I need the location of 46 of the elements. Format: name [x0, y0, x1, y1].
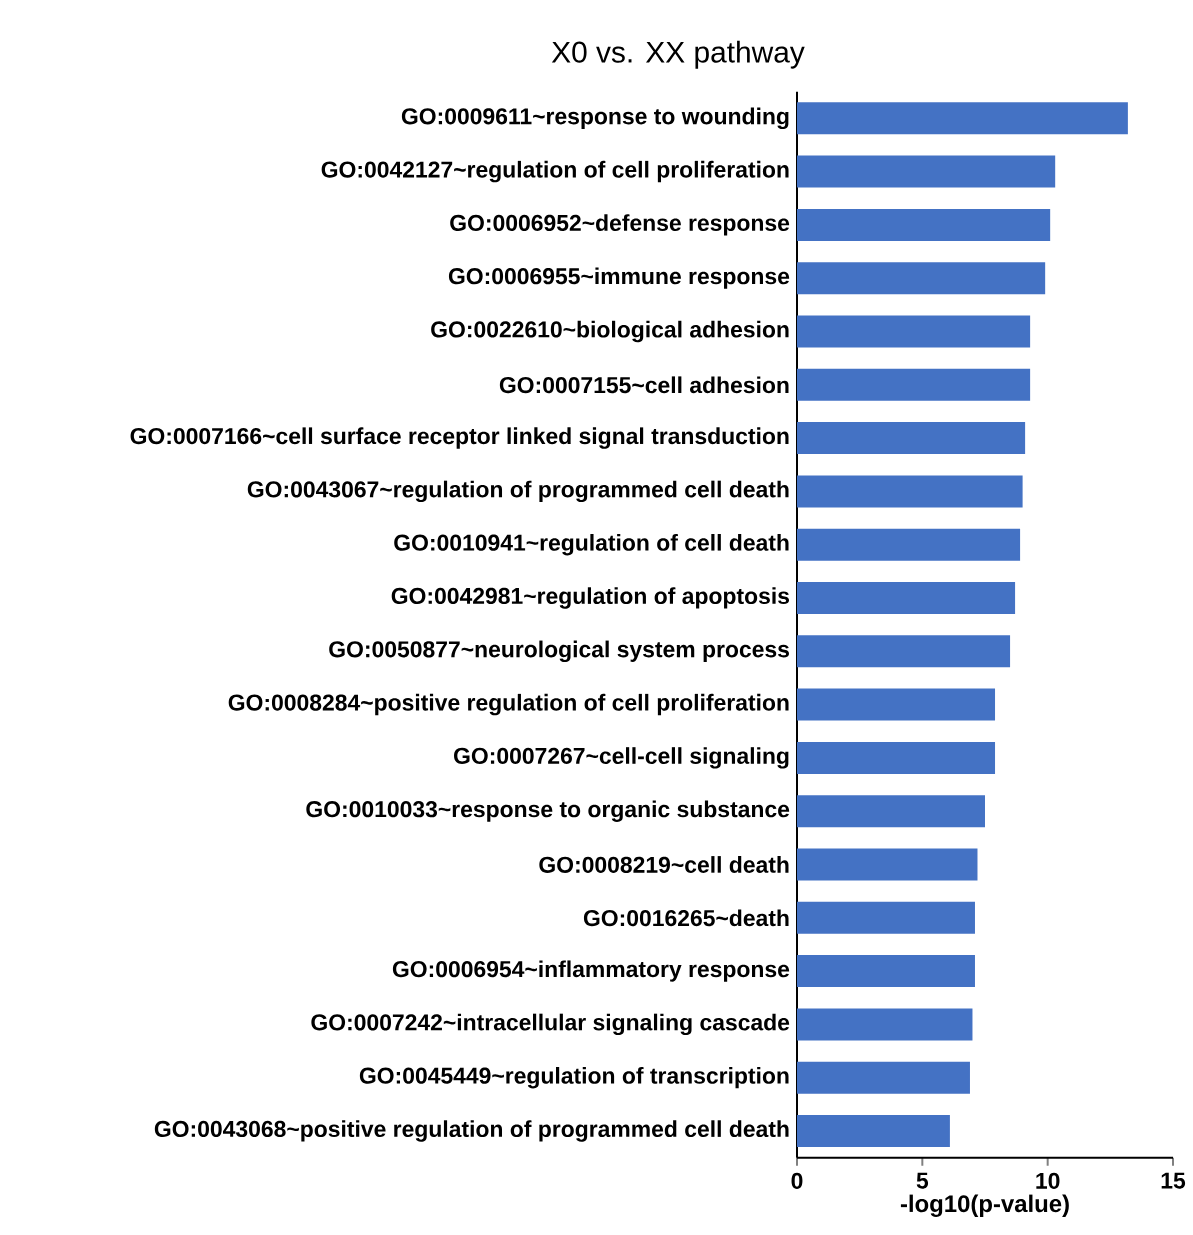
y-tick-label: GO:0007267~cell-cell signaling [454, 747, 789, 769]
y-tick-label: GO:0006954~inflammatory response [392, 960, 790, 982]
y-tick-label: GO:0050877~neurological system process [329, 640, 789, 663]
bar [797, 848, 978, 881]
y-tick-label: GO:0008219~cell death [539, 856, 789, 873]
y-tick-label: GO:0043067~regulation of programmed cell death [247, 480, 789, 503]
bar [797, 795, 985, 828]
bar [797, 262, 1046, 295]
y-tick-label: GO:0022610~biological adhesion [431, 320, 789, 343]
bar [797, 1115, 950, 1147]
bar [797, 422, 1026, 455]
x-tick-label: 10 [1036, 1172, 1060, 1189]
bar [797, 582, 1016, 614]
bar [797, 635, 1011, 668]
y-tick-label: GO:0010033~response to organic substance [306, 800, 790, 822]
y-tick-label: GO:0006955~immune response [448, 267, 790, 289]
bar [797, 1061, 970, 1094]
y-tick-label: GO:0043068~positive regulation of programmed cell death [154, 1120, 789, 1142]
bar [797, 102, 1128, 135]
y-tick-label: GO:0042127~regulation of cell proliferation [321, 160, 789, 183]
y-tick-label: GO:0007155~cell adhesion [499, 376, 789, 394]
y-tick-label: GO:0008284~positive regulation of cell proliferation [228, 693, 789, 716]
y-tick-label: GO:0007242~intracellular signaling cascade [311, 1013, 790, 1036]
bar [797, 475, 1023, 508]
x-axis-title: -log10(p-value) [900, 1194, 1069, 1217]
y-tick-label: GO:0006952~defense response [450, 214, 790, 236]
x-tick-label: 5 [916, 1172, 929, 1189]
bar [797, 528, 1021, 561]
bar [797, 901, 975, 934]
x-tick-label: 0 [791, 1172, 803, 1189]
y-tick-label: GO:0009611~response to wounding [401, 107, 789, 129]
y-tick-label: GO:0045449~regulation of transcription [359, 1066, 789, 1089]
y-tick-label: GO:0016265~death [583, 909, 789, 927]
bar [797, 368, 1031, 401]
y-tick-label: GO:0042981~regulation of apoptosis [391, 587, 790, 609]
y-tick-label: GO:0010941~regulation of cell death [394, 533, 789, 556]
bar [797, 208, 1051, 241]
chart-title: X0 vs. XX pathway [551, 40, 805, 69]
bar [797, 741, 996, 774]
bar [797, 155, 1056, 188]
y-tick-label: GO:0007166~cell surface receptor linked signal transduction [130, 427, 789, 449]
x-tick-label: 15 [1161, 1172, 1186, 1189]
bar [797, 688, 996, 721]
bar [797, 315, 1031, 348]
bar [797, 955, 975, 988]
bar [797, 1008, 973, 1041]
